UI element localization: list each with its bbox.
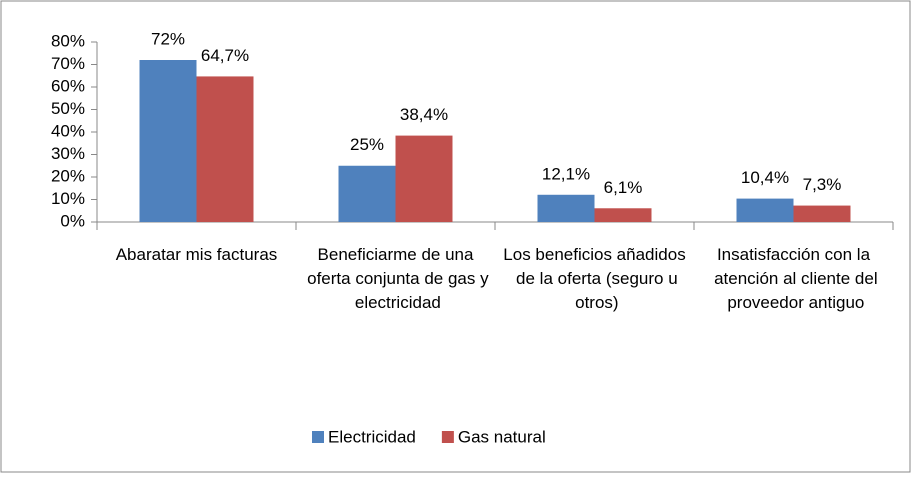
bar bbox=[793, 205, 851, 222]
bar bbox=[736, 198, 794, 222]
legend-swatch bbox=[441, 431, 454, 443]
y-tick-label: 0% bbox=[60, 211, 85, 230]
y-tick-label: 40% bbox=[51, 121, 85, 140]
legend-label: Electricidad bbox=[328, 427, 416, 446]
value-label: 6,1% bbox=[604, 178, 643, 197]
y-tick-label: 30% bbox=[51, 144, 85, 163]
y-tick-label: 70% bbox=[51, 54, 85, 73]
y-tick-label: 60% bbox=[51, 76, 85, 95]
x-tick-label: Beneficiarme de una oferta conjunta de g… bbox=[302, 245, 489, 312]
y-tick-label: 20% bbox=[51, 166, 85, 185]
legend-swatch bbox=[312, 431, 324, 443]
bar bbox=[395, 135, 453, 222]
value-label: 72% bbox=[151, 29, 185, 48]
x-tick-label: Abaratar mis facturas bbox=[116, 245, 278, 264]
bar bbox=[338, 165, 396, 222]
legend-label: Gas natural bbox=[458, 427, 546, 446]
value-label: 25% bbox=[350, 135, 384, 154]
y-tick-label: 10% bbox=[51, 189, 85, 208]
value-label: 12,1% bbox=[542, 164, 590, 183]
value-label: 38,4% bbox=[400, 105, 448, 124]
bar bbox=[537, 194, 595, 222]
bar bbox=[139, 60, 197, 222]
bar bbox=[594, 208, 652, 222]
x-tick-label: Los beneficios añadidos de la oferta (se… bbox=[503, 245, 685, 312]
value-label: 7,3% bbox=[803, 175, 842, 194]
value-label: 64,7% bbox=[201, 46, 249, 65]
y-tick-label: 80% bbox=[51, 31, 85, 50]
x-tick-label: Insatisfacción con la atención al client… bbox=[709, 245, 877, 312]
y-tick-label: 50% bbox=[51, 99, 85, 118]
value-label: 10,4% bbox=[741, 168, 789, 187]
bar bbox=[196, 76, 254, 222]
